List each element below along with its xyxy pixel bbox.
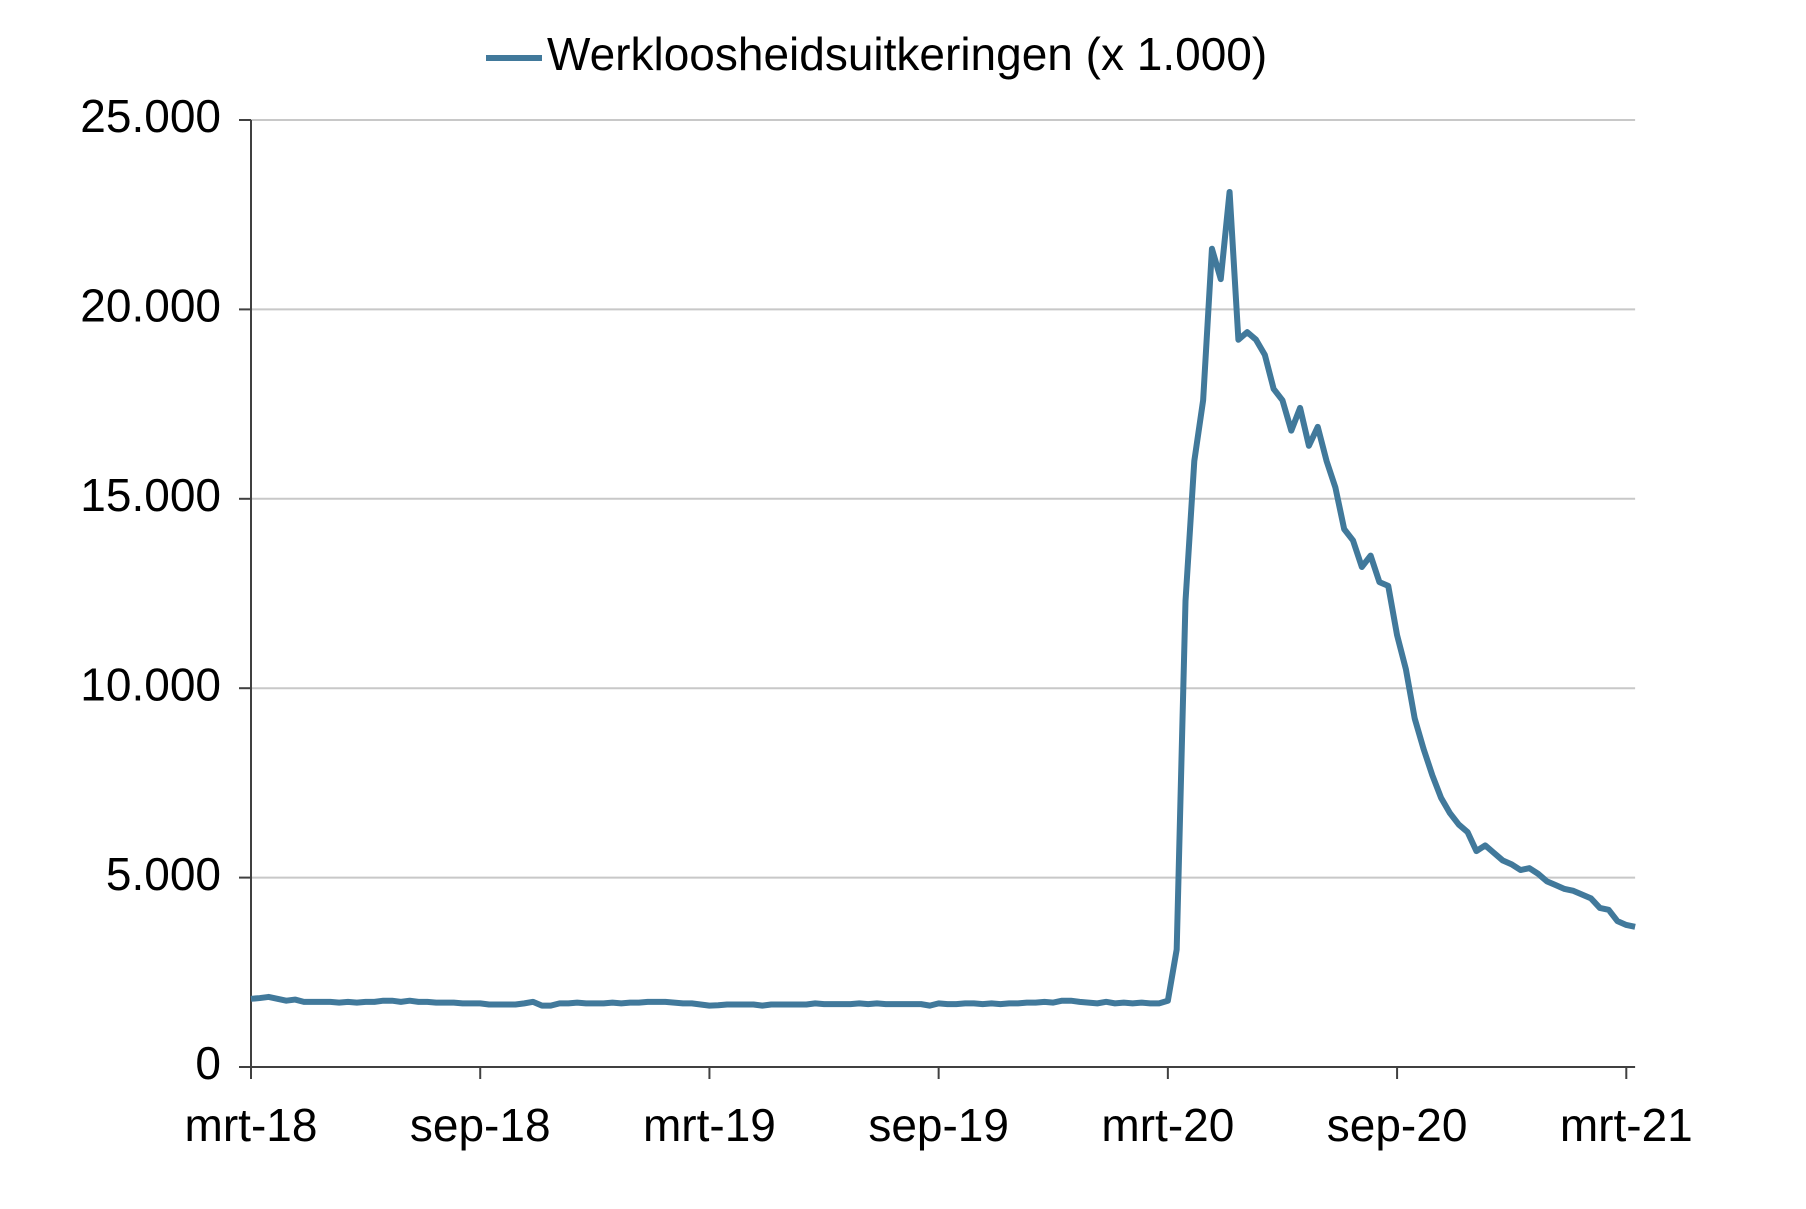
- y-tick-label: 5.000: [106, 848, 221, 900]
- x-tick-label: mrt-19: [643, 1099, 776, 1151]
- y-tick-label: 20.000: [80, 280, 221, 332]
- x-tick-label: mrt-21: [1560, 1099, 1693, 1151]
- x-tick-label: sep-19: [868, 1099, 1009, 1151]
- x-tick-label: sep-20: [1327, 1099, 1468, 1151]
- x-tick-label: sep-18: [410, 1099, 551, 1151]
- legend-label: Werkloosheidsuitkeringen (x 1.000): [547, 28, 1267, 80]
- y-tick-label: 10.000: [80, 658, 221, 710]
- x-tick-label: mrt-18: [185, 1099, 318, 1151]
- x-tick-label: mrt-20: [1101, 1099, 1234, 1151]
- y-tick-label: 25.000: [80, 90, 221, 142]
- y-tick-label: 15.000: [80, 469, 221, 521]
- y-tick-label: 0: [195, 1037, 221, 1089]
- data-line: [250, 188, 1636, 1009]
